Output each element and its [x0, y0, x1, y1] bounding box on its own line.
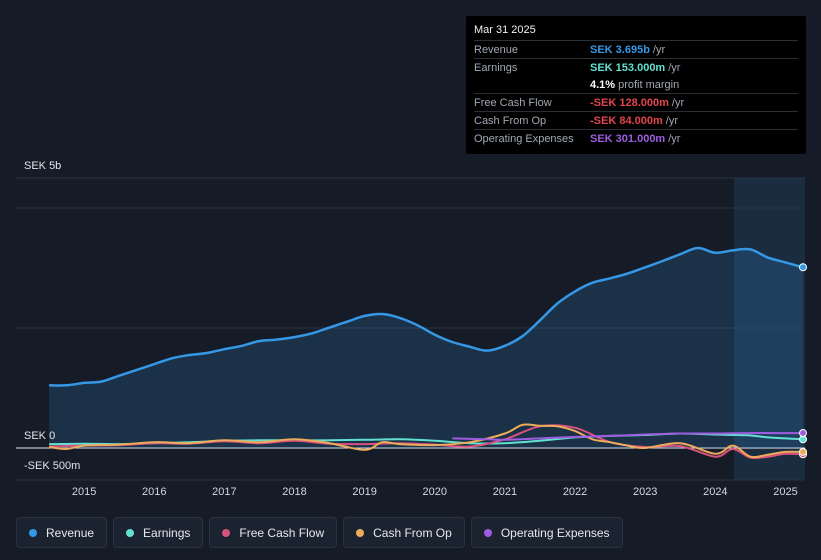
x-tick-label: 2015 — [72, 486, 96, 498]
legend-dot-icon — [29, 528, 37, 537]
legend-dot-icon — [483, 528, 492, 537]
tooltip-row: 4.1% profit margin — [474, 76, 798, 93]
series-end-marker-cash_from_op — [799, 447, 807, 456]
x-tick-label: 2018 — [282, 486, 306, 498]
legend-item-revenue[interactable]: Revenue — [16, 517, 108, 548]
tooltip-row-label: Revenue — [474, 43, 519, 56]
y-tick-label: SEK 0 — [24, 430, 56, 442]
tooltip-row-unit: /yr — [652, 43, 666, 56]
legend: Revenue Earnings Free Cash Flow Cash From O… — [16, 517, 623, 548]
tooltip-row-unit: /yr — [668, 61, 681, 74]
tooltip-row: Cash From Op -SEK 84.000m/yr — [474, 111, 798, 129]
tooltip-row: Free Cash Flow -SEK 128.000m/yr — [474, 93, 798, 111]
tooltip-row-value: SEK 3.695b — [590, 43, 650, 56]
tooltip-row-unit: /yr — [668, 132, 681, 145]
y-tick-label: SEK 5b — [24, 160, 62, 172]
legend-dot-icon — [222, 528, 231, 537]
legend-label: Free Cash Flow — [239, 525, 325, 540]
series-line-operating_expenses — [452, 432, 803, 441]
x-tick-label: 2021 — [493, 486, 517, 498]
legend-label: Operating Expenses — [500, 525, 610, 540]
tooltip-row-value: -SEK 128.000m — [590, 96, 669, 109]
series-end-marker-operating_expenses — [799, 429, 807, 438]
legend-dot-icon — [126, 528, 135, 537]
series-line-revenue — [49, 246, 804, 387]
x-tick-label: 2016 — [142, 486, 166, 498]
series-line-cash_from_op — [48, 423, 804, 459]
legend-label: Revenue — [46, 525, 95, 540]
tooltip-row-value: SEK 153.000m — [590, 61, 666, 74]
legend-label: Earnings — [143, 525, 191, 540]
legend-item-free-cash-flow[interactable]: Free Cash Flow — [209, 517, 338, 548]
x-tick-label: 2023 — [633, 486, 657, 498]
x-tick-label: 2019 — [352, 486, 376, 498]
tooltip-row-value: -SEK 84.000m — [590, 114, 663, 127]
tooltip: Mar 31 2025 Revenue SEK 3.695b/yr Earnings… — [466, 16, 806, 154]
legend-item-earnings[interactable]: Earnings — [113, 517, 204, 548]
tooltip-row: Earnings SEK 153.000m/yr — [474, 58, 798, 76]
tooltip-row: Operating Expenses SEK 301.000m/yr — [474, 129, 798, 147]
tooltip-row-label: Cash From Op — [474, 114, 547, 127]
x-tick-label: 2017 — [212, 486, 236, 498]
legend-item-cash-from-op[interactable]: Cash From Op — [343, 517, 465, 548]
series-end-marker-revenue — [799, 263, 807, 272]
tooltip-row-value: 4.1% — [590, 78, 616, 91]
y-tick-label: -SEK 500m — [24, 460, 81, 472]
tooltip-row-unit: /yr — [671, 96, 685, 109]
x-tick-label: 2020 — [423, 486, 447, 498]
series-area-revenue — [49, 247, 804, 448]
legend-item-operating-expenses[interactable]: Operating Expenses — [470, 517, 623, 548]
tooltip-row-unit: /yr — [665, 114, 678, 127]
tooltip-row-value: SEK 301.000m — [590, 132, 666, 145]
legend-label: Cash From Op — [373, 525, 452, 540]
legend-dot-icon — [356, 528, 365, 537]
tooltip-row: Revenue SEK 3.695b/yr — [474, 40, 798, 58]
highlight-band — [734, 178, 805, 480]
tooltip-row-label: Operating Expenses — [474, 132, 574, 145]
x-tick-label: 2025 — [773, 486, 797, 498]
x-tick-label: 2022 — [563, 486, 587, 498]
tooltip-row-unit: profit margin — [618, 78, 680, 91]
x-tick-label: 2024 — [703, 486, 727, 498]
tooltip-date: Mar 31 2025 — [474, 24, 536, 36]
tooltip-row-label: Earnings — [474, 61, 518, 74]
tooltip-row-label: Free Cash Flow — [474, 96, 552, 109]
